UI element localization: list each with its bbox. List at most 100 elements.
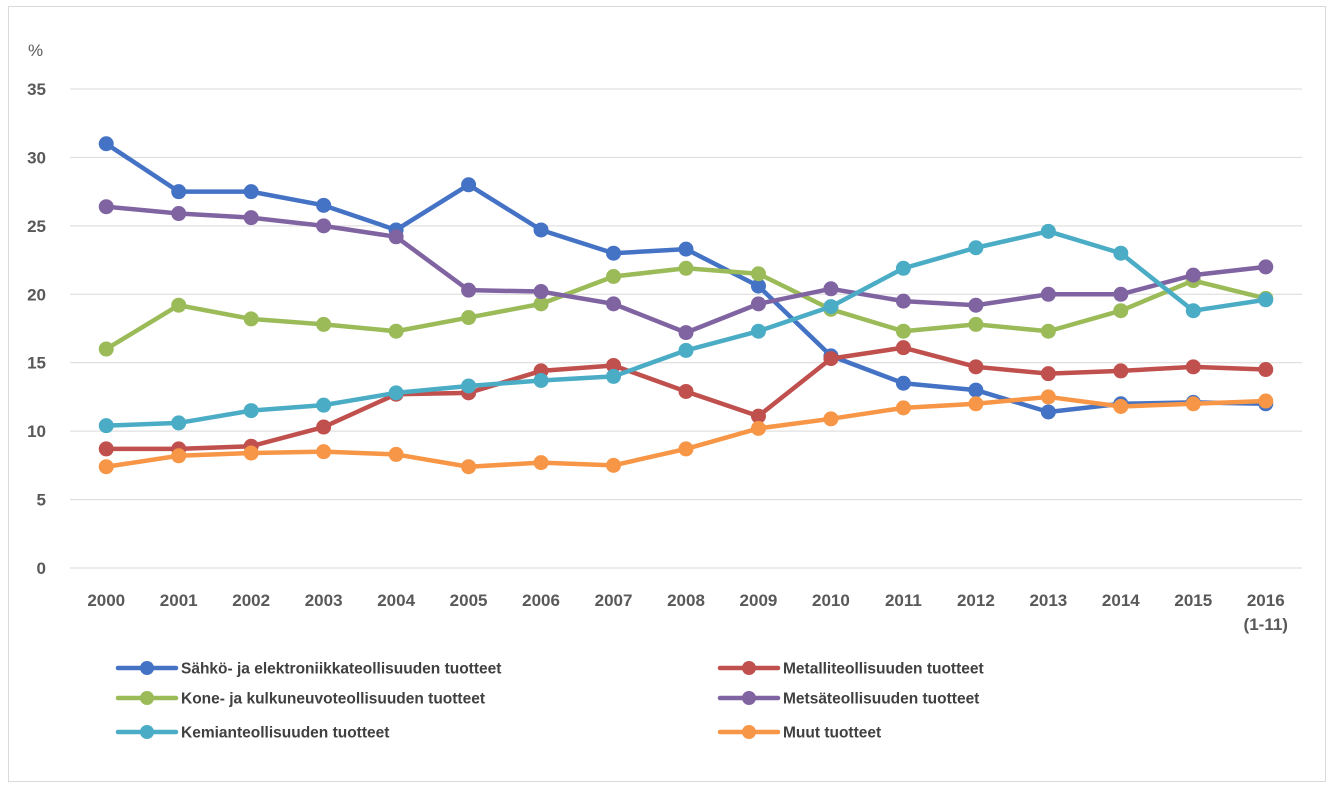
data-point xyxy=(678,325,694,341)
x-tick-label: 2005 xyxy=(450,591,488,610)
legend-label: Metalliteollisuuden tuotteet xyxy=(783,661,984,678)
data-point xyxy=(98,199,114,215)
series-3 xyxy=(98,260,1274,357)
data-point xyxy=(316,444,332,460)
legend-item: Metsäteollisuuden tuotteet xyxy=(717,691,979,708)
x-tick-label: 2010 xyxy=(812,591,850,610)
legend-swatch-marker xyxy=(742,661,756,675)
data-point xyxy=(388,323,404,339)
data-point xyxy=(678,342,694,358)
data-point xyxy=(171,448,187,464)
data-point xyxy=(243,311,259,327)
data-point xyxy=(243,403,259,419)
y-tick-label: 10 xyxy=(27,422,46,441)
legend-swatch-marker xyxy=(742,691,756,705)
data-point xyxy=(171,206,187,222)
data-point xyxy=(461,459,477,475)
data-point xyxy=(1185,396,1201,412)
data-point xyxy=(316,197,332,213)
gridlines xyxy=(70,88,1302,569)
data-point xyxy=(461,177,477,193)
chart-frame xyxy=(8,6,1326,782)
data-point xyxy=(461,378,477,394)
data-point xyxy=(895,293,911,309)
y-tick-label: 5 xyxy=(37,491,46,510)
data-point xyxy=(171,415,187,431)
data-point xyxy=(1258,259,1274,275)
y-tick-label: 0 xyxy=(37,559,46,578)
legend: Sähkö- ja elektroniikkateollisuuden tuot… xyxy=(115,661,984,742)
data-point xyxy=(606,357,622,373)
data-point xyxy=(388,385,404,401)
x-tick-label: 2015 xyxy=(1174,591,1212,610)
series-1 xyxy=(98,136,1274,420)
data-point xyxy=(678,260,694,276)
data-point xyxy=(750,408,766,424)
data-point xyxy=(1113,399,1129,415)
legend-label: Kone- ja kulkuneuvoteollisuuden tuotteet xyxy=(181,691,485,708)
data-point xyxy=(750,420,766,436)
y-tick-label: 35 xyxy=(27,80,46,99)
data-point xyxy=(1113,363,1129,379)
data-point xyxy=(243,184,259,200)
data-point xyxy=(606,268,622,284)
data-point xyxy=(533,222,549,238)
data-point xyxy=(98,441,114,457)
data-point xyxy=(1040,366,1056,382)
data-point xyxy=(316,316,332,332)
data-point xyxy=(316,397,332,413)
data-point xyxy=(1113,286,1129,302)
x-tick-label: 2014 xyxy=(1102,591,1140,610)
data-point xyxy=(606,368,622,384)
data-point xyxy=(895,375,911,391)
legend-item: Metalliteollisuuden tuotteet xyxy=(717,661,984,678)
data-point xyxy=(968,316,984,332)
series-6 xyxy=(98,389,1274,475)
data-point xyxy=(823,299,839,315)
legend-item: Kemianteollisuuden tuotteet xyxy=(115,725,389,742)
data-point xyxy=(1040,389,1056,405)
data-point xyxy=(243,445,259,461)
data-point xyxy=(606,245,622,261)
data-point xyxy=(533,373,549,389)
x-tick-label: 2013 xyxy=(1029,591,1067,610)
x-tick-label: 2000 xyxy=(87,591,125,610)
legend-item: Sähkö- ja elektroniikkateollisuuden tuot… xyxy=(115,661,501,678)
data-point xyxy=(533,284,549,300)
legend-item: Kone- ja kulkuneuvoteollisuuden tuotteet xyxy=(115,691,485,708)
legend-label: Muut tuotteet xyxy=(783,725,881,742)
data-point xyxy=(895,323,911,339)
legend-swatch-marker xyxy=(140,691,154,705)
data-point xyxy=(316,419,332,435)
y-tick-label: 15 xyxy=(27,354,46,373)
data-point xyxy=(1258,393,1274,409)
data-point xyxy=(606,296,622,312)
data-point xyxy=(316,218,332,234)
y-axis-ticks: 0 5 10 15 20 25 30 35 xyxy=(27,80,46,578)
data-point xyxy=(678,241,694,257)
data-point xyxy=(461,310,477,326)
data-point xyxy=(1040,404,1056,420)
data-point xyxy=(1040,323,1056,339)
data-point xyxy=(750,278,766,294)
legend-label: Sähkö- ja elektroniikkateollisuuden tuot… xyxy=(181,661,501,678)
legend-swatch-marker xyxy=(742,725,756,739)
data-point xyxy=(750,296,766,312)
x-tick-label: 2016 (1-11) xyxy=(1244,591,1288,634)
series-4 xyxy=(98,199,1274,341)
data-point xyxy=(1113,303,1129,319)
data-point xyxy=(171,297,187,313)
x-tick-label: 2002 xyxy=(232,591,270,610)
data-point xyxy=(823,411,839,427)
data-point xyxy=(98,418,114,434)
data-point xyxy=(388,446,404,462)
legend-item: Muut tuotteet xyxy=(717,725,881,742)
data-point xyxy=(1040,223,1056,239)
x-tick-label: 2011 xyxy=(885,591,922,610)
data-point xyxy=(1040,286,1056,302)
data-point xyxy=(98,341,114,357)
data-point xyxy=(1185,303,1201,319)
x-tick-label: 2012 xyxy=(957,591,995,610)
data-point xyxy=(1185,267,1201,283)
series-5 xyxy=(98,223,1274,434)
